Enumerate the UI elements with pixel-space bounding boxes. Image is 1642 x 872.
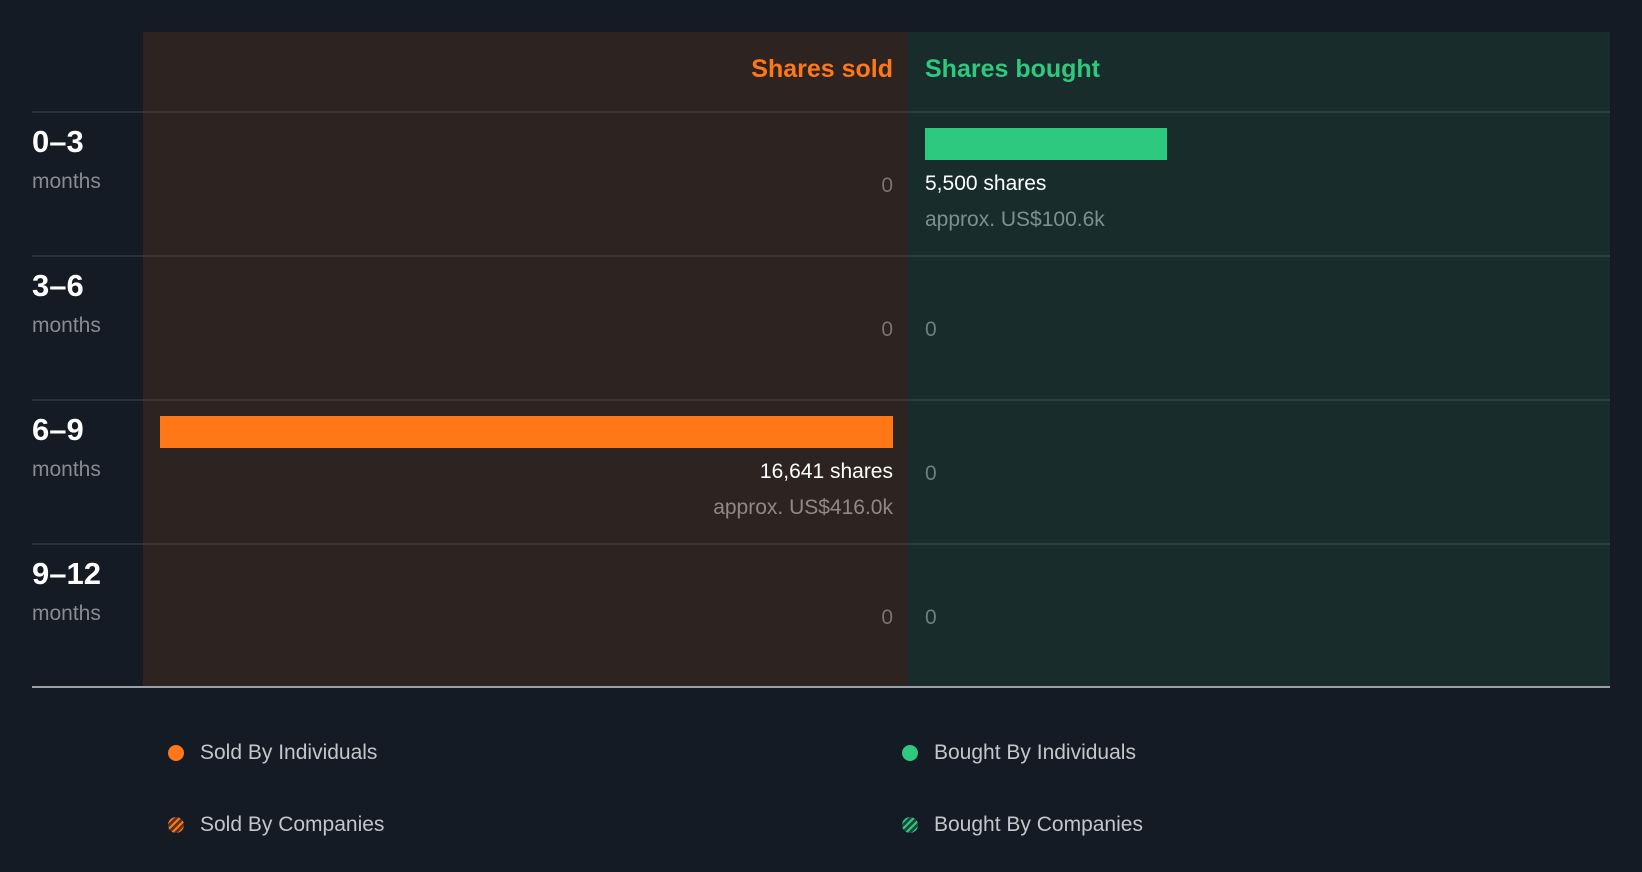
bought-companies-striped-dot-icon	[902, 817, 918, 833]
legend-bought-individuals[interactable]: Bought By Individuals	[902, 741, 1136, 765]
legend-label: Sold By Companies	[200, 813, 385, 836]
row-3-6-months: 3–6 months 0 0	[0, 256, 1642, 400]
row-divider	[32, 111, 1610, 113]
legend-bought-companies[interactable]: Bought By Companies	[902, 813, 1143, 837]
period-range-label: 3–6	[32, 268, 84, 303]
period-unit-label: months	[32, 458, 101, 481]
bought-zero-value: 0	[925, 606, 937, 629]
shares-sold-header: Shares sold	[751, 55, 893, 83]
sold-zero-value: 0	[881, 318, 893, 341]
sold-shares-value: 16,641 shares	[759, 460, 893, 483]
bought-individuals-dot-icon	[902, 745, 918, 761]
shares-sold-panel	[143, 32, 908, 687]
bought-zero-value: 0	[925, 462, 937, 485]
period-unit-label: months	[32, 170, 101, 193]
period-range-label: 6–9	[32, 412, 84, 447]
row-0-3-months: 0–3 months 0 5,500 shares approx. US$100…	[0, 112, 1642, 256]
sold-bar[interactable]	[160, 416, 893, 448]
row-divider	[32, 399, 1610, 401]
legend-label: Bought By Individuals	[934, 741, 1136, 764]
row-divider	[32, 543, 1610, 545]
sold-individuals-dot-icon	[168, 745, 184, 761]
sold-zero-value: 0	[881, 174, 893, 197]
row-9-12-months: 9–12 months 0 0	[0, 544, 1642, 688]
row-6-9-months: 6–9 months 16,641 shares approx. US$416.…	[0, 400, 1642, 544]
sold-zero-value: 0	[881, 606, 893, 629]
legend-sold-individuals[interactable]: Sold By Individuals	[168, 741, 377, 765]
shares-bought-header: Shares bought	[925, 55, 1101, 83]
bought-approx-value: approx. US$100.6k	[925, 208, 1105, 231]
row-divider	[32, 255, 1610, 257]
legend-label: Sold By Individuals	[200, 741, 378, 764]
period-range-label: 9–12	[32, 556, 101, 591]
legend-sold-companies[interactable]: Sold By Companies	[168, 813, 384, 837]
sold-companies-striped-dot-icon	[168, 817, 184, 833]
period-unit-label: months	[32, 314, 101, 337]
sold-approx-value: approx. US$416.0k	[713, 496, 893, 519]
bought-zero-value: 0	[925, 318, 937, 341]
period-range-label: 0–3	[32, 124, 84, 159]
bought-shares-value: 5,500 shares	[925, 172, 1047, 195]
chart-baseline	[32, 686, 1610, 688]
legend-label: Bought By Companies	[934, 813, 1143, 836]
period-unit-label: months	[32, 602, 101, 625]
bought-bar[interactable]	[925, 128, 1167, 160]
